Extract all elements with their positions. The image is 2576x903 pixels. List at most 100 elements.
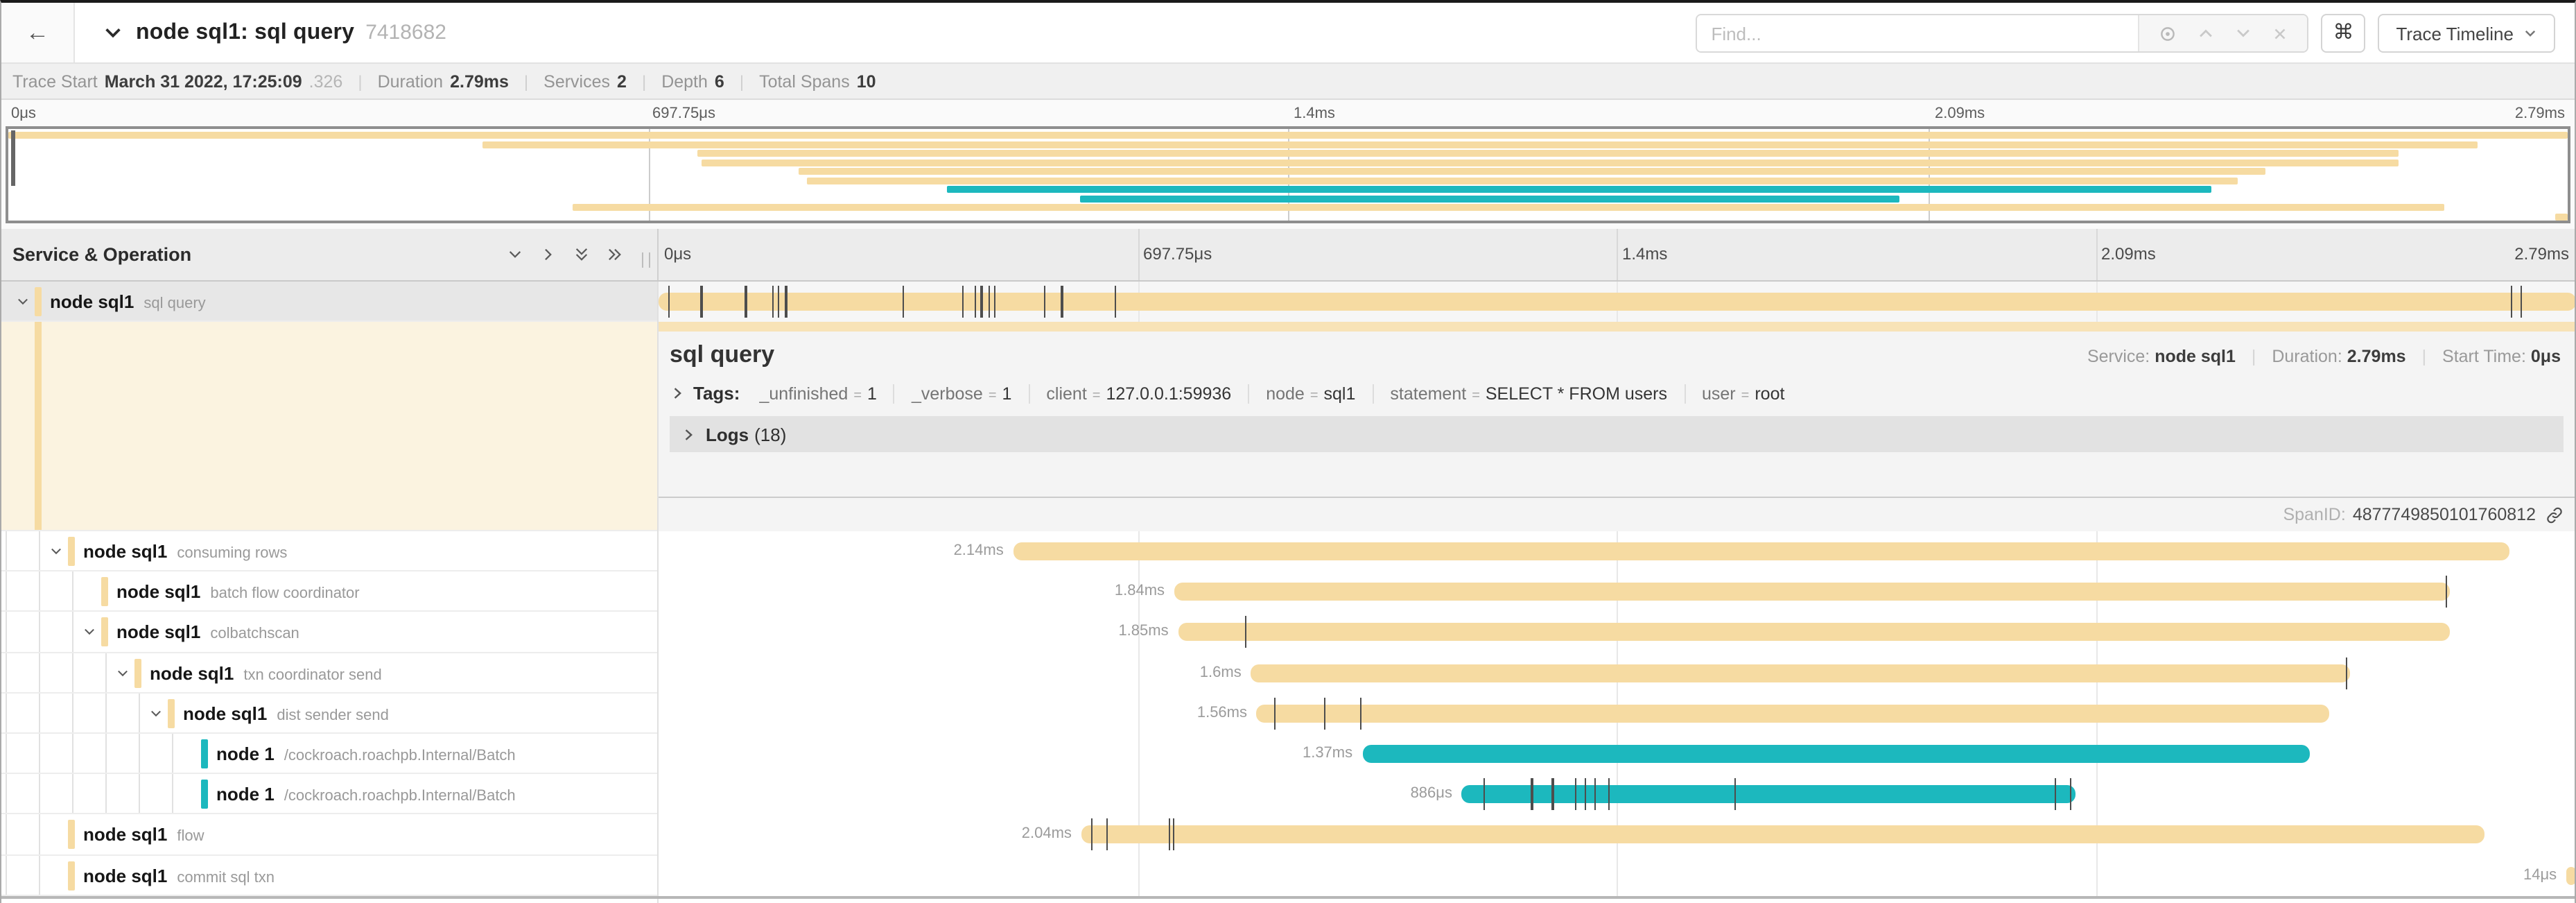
tree-chevron-down-icon[interactable] [115, 665, 130, 680]
tree-chevron-down-icon[interactable] [82, 625, 97, 640]
span-bar[interactable] [1081, 825, 2484, 844]
find-next-icon[interactable] [2234, 24, 2253, 43]
span-bar[interactable] [1362, 744, 2310, 763]
span-bar-row[interactable]: 14μs [659, 855, 2575, 896]
ruler-tick-label: 2.09ms [2101, 244, 2156, 264]
span-bar[interactable] [1461, 785, 2076, 804]
span-tree-row[interactable]: node sql1 sql query [1, 282, 657, 322]
locate-icon[interactable] [2157, 23, 2178, 44]
span-bar[interactable] [2566, 866, 2575, 884]
log-marker [1115, 286, 1117, 318]
tree-chevron-down-icon[interactable] [15, 294, 31, 309]
span-service-name: node sql1 [83, 865, 168, 886]
span-id-row: SpanID: 4877749850101760812 [659, 497, 2575, 531]
span-tree-row[interactable]: node sql1 dist sender send [1, 693, 657, 734]
log-marker [1551, 778, 1554, 811]
minimap-span-bar [799, 168, 2266, 175]
span-bar-row[interactable]: 1.6ms [659, 653, 2575, 694]
span-tree-row[interactable]: node sql1 txn coordinator send [1, 653, 657, 694]
tag-item: _unfinished = 1 [759, 384, 877, 403]
logs-expand-chevron-icon [681, 427, 696, 442]
span-tree-row[interactable]: node 1/cockroach.roachpb.Internal/Batch [1, 733, 657, 775]
tree-guide-line [39, 855, 40, 895]
span-operation-name: flow [177, 828, 204, 845]
tree-chevron-down-icon[interactable] [148, 706, 164, 721]
tree-guide-line [72, 571, 73, 611]
span-bar-row[interactable] [659, 282, 2575, 322]
ruler-tick-label: 697.75μs [652, 105, 715, 122]
span-tree-row[interactable]: node 1/cockroach.roachpb.Internal/Batch [1, 774, 657, 815]
span-bar-row[interactable]: 1.85ms [659, 612, 2575, 653]
span-bar[interactable] [659, 293, 2575, 311]
detail-span-title: sql query [670, 341, 775, 368]
find-prev-icon[interactable] [2196, 24, 2216, 43]
span-duration-label: 1.84ms [1114, 583, 1165, 600]
services-label: Services [543, 71, 611, 91]
log-marker [1575, 778, 1577, 811]
tag-value: 127.0.0.1:59936 [1106, 384, 1232, 403]
collapse-all-icon[interactable] [573, 246, 591, 264]
minimap-left-scrubber-handle[interactable] [11, 130, 15, 186]
deep-link-icon[interactable] [2545, 506, 2564, 524]
span-tree-row[interactable]: node sql1 consuming rows [1, 531, 657, 572]
timeline-column-header: Service & Operation 0μs 697.75μs 1.4ms 2.09… [1, 229, 2575, 282]
log-marker [2054, 778, 2057, 811]
column-resize-grip[interactable] [642, 252, 650, 268]
logs-row[interactable]: Logs (18) [670, 416, 2564, 452]
collapse-trace-chevron-icon[interactable] [103, 22, 123, 43]
minimap-span-bar [2555, 213, 2568, 221]
log-marker [1608, 778, 1610, 811]
span-tree-row[interactable]: node sql1 commit sql txn [1, 855, 657, 896]
span-bar-row[interactable]: 886μs [659, 774, 2575, 815]
keyboard-shortcuts-button[interactable]: ⌘ [2321, 14, 2366, 53]
log-marker [1091, 818, 1093, 851]
log-marker [1172, 818, 1174, 851]
log-marker [902, 286, 904, 318]
span-bar-row[interactable]: 2.14ms [659, 531, 2575, 572]
span-bar[interactable] [1013, 542, 2509, 560]
span-tree-row[interactable]: node sql1 batch flow coordinator [1, 571, 657, 612]
collapse-one-icon[interactable] [506, 246, 524, 264]
minimap-span-bar [697, 150, 2399, 157]
depth-value: 6 [714, 71, 724, 91]
span-color-chip [201, 780, 207, 809]
tree-guide-line [139, 693, 140, 732]
tag-key: _verbose [911, 384, 983, 403]
trace-start-value: March 31 2022, 17:25:09 [104, 71, 302, 91]
chevron-down-icon [2523, 26, 2537, 40]
span-bar[interactable] [1251, 664, 2350, 682]
span-duration-label: 2.04ms [1021, 825, 1072, 843]
view-selector-button[interactable]: Trace Timeline [2378, 14, 2555, 53]
find-clear-icon[interactable] [2271, 24, 2289, 42]
span-bar-row[interactable]: 1.37ms [659, 733, 2575, 775]
span-bar-row[interactable]: 1.56ms [659, 693, 2575, 734]
find-input[interactable] [1697, 15, 2139, 51]
expand-all-icon[interactable] [606, 246, 624, 264]
back-button[interactable]: ← [1, 3, 75, 62]
span-bar[interactable] [1256, 704, 2329, 723]
log-marker [1483, 778, 1485, 811]
ruler-tick-label: 1.4ms [1622, 244, 1668, 264]
span-bar[interactable] [1174, 583, 2450, 601]
timeline-gridline [2096, 774, 2097, 815]
span-operation-name: /cockroach.roachpb.Internal/Batch [284, 747, 516, 764]
tags-row[interactable]: Tags: _unfinished = 1 _verbose = 1 client = 127.… [659, 369, 2575, 404]
span-color-chip [35, 287, 41, 316]
ruler-tick-label: 2.79ms [2514, 244, 2569, 264]
span-service-name: node sql1 [150, 662, 234, 684]
view-selector-label: Trace Timeline [2396, 23, 2514, 44]
log-marker [785, 286, 787, 318]
span-bar-row[interactable]: 2.04ms [659, 814, 2575, 855]
tree-guide-line [6, 693, 7, 732]
trace-minimap[interactable]: 0μs 697.75μs 1.4ms 2.09ms 2.79ms [1, 100, 2575, 229]
span-tree-row[interactable]: node sql1 colbatchscan [1, 612, 657, 653]
span-tree-row[interactable]: node sql1 flow [1, 814, 657, 855]
logs-label: Logs [706, 424, 749, 445]
expand-one-icon[interactable] [539, 246, 557, 264]
span-bar[interactable] [1178, 623, 2450, 642]
minimap-canvas[interactable] [6, 126, 2570, 223]
tree-chevron-down-icon[interactable] [49, 544, 64, 559]
log-marker [777, 286, 780, 318]
log-marker [975, 286, 977, 318]
span-bar-row[interactable]: 1.84ms [659, 571, 2575, 612]
